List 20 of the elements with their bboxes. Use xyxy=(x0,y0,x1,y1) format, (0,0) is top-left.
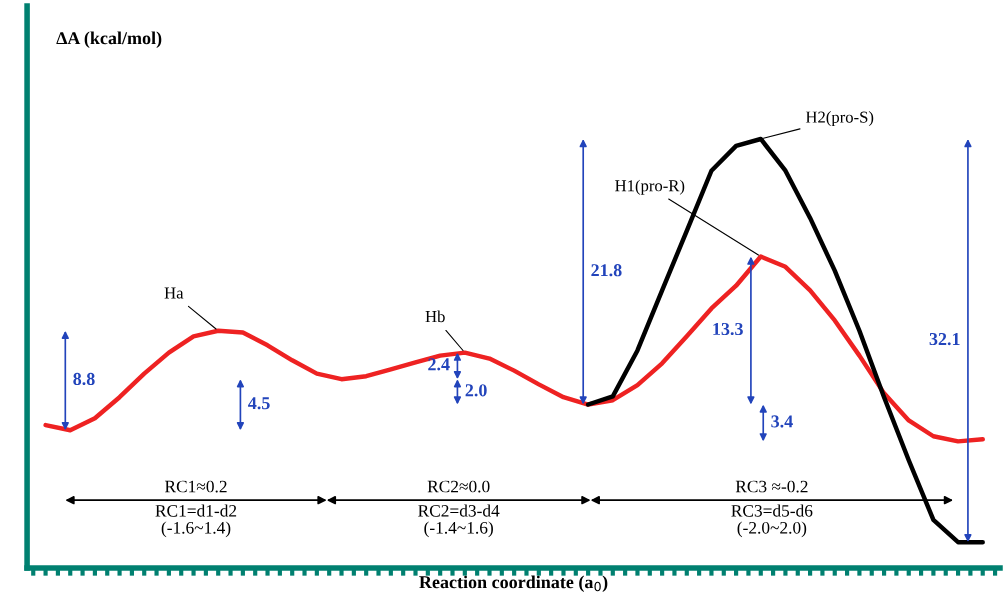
x-axis-title: Reaction coordinate (a$_{0}$) xyxy=(419,575,608,592)
annotation: 2.4 xyxy=(428,358,450,371)
annotation: Ha xyxy=(164,287,184,299)
annotation: Hb xyxy=(425,310,445,323)
annotation: RC1=d1-d2 (-1.6~1.4) xyxy=(155,504,237,538)
annotation: RC2≈0.0 xyxy=(427,480,490,493)
text: H2(pro-S) xyxy=(805,111,874,127)
annotation: RC3 ≈-0.2 xyxy=(735,480,808,493)
annotation: 2.0 xyxy=(465,384,487,397)
text: ∆A (kcal/mol) xyxy=(56,31,162,48)
annotation: RC2=d3-d4 (-1.4~1.6) xyxy=(418,504,500,538)
annotation: 32.1 xyxy=(929,332,960,346)
annotation: 8.8 xyxy=(73,372,95,386)
annotation: H1(pro-R) xyxy=(615,179,685,195)
annotation: RC1≈0.2 xyxy=(164,480,227,493)
annotation: 3.4 xyxy=(771,415,793,428)
annotation: 13.3 xyxy=(713,322,743,336)
annotation: RC3=d5-d6 (-2.0~2.0) xyxy=(731,504,813,538)
annotation: 21.8 xyxy=(591,264,622,277)
annotation: 4.5 xyxy=(248,397,270,410)
